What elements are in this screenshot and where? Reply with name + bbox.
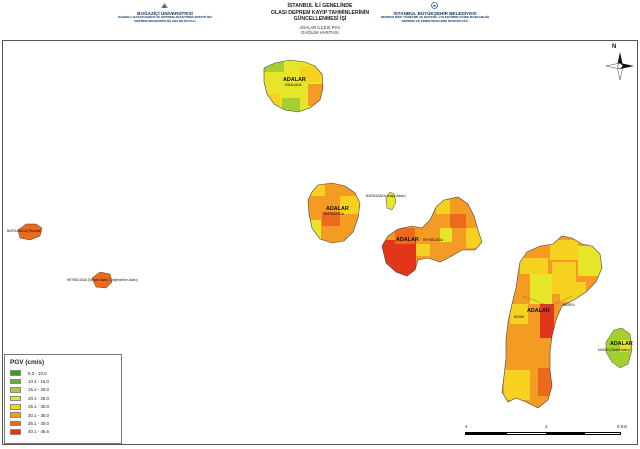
legend-row: 40.1 - 46.6: [10, 428, 116, 436]
scale-bar: 4 2 0 Km: [465, 424, 628, 440]
right-institution: İSTANBUL BÜYÜKŞEHİR BELEDİYESİ DEPREM Rİ…: [370, 11, 500, 23]
heybeliada-label: ADALAR: [396, 237, 419, 243]
scale-segment: [547, 432, 584, 435]
map-header: BOĞAZİÇİ ÜNİVERSİTESİ KANDİLLİ RASATHANE…: [0, 0, 640, 40]
scale-segment: [465, 432, 506, 435]
burgazada-sublabel: BURGAZADA: [324, 212, 344, 216]
heybeliada-sublabel: HEYBELİADA: [423, 238, 444, 242]
legend-row: 35.1 - 40.0: [10, 419, 116, 427]
ibb-logo-icon: [431, 2, 438, 9]
title-line3: GÜNCELLENMESİ İŞİ: [293, 16, 347, 22]
legend-row: 15.1 - 20.0: [10, 386, 116, 394]
legend-label: 10.1 - 15.0: [28, 379, 49, 385]
kasik-label: BURGAZADA (Kaşık Adası): [366, 194, 406, 198]
left-institution: BOĞAZİÇİ ÜNİVERSİTESİ KANDİLLİ RASATHANE…: [110, 11, 220, 23]
scale-label-mid: 2: [545, 424, 548, 429]
right-line3: DEPREM VE ZEMİN İNCELEME MÜDÜRLÜĞÜ: [401, 18, 469, 23]
left-line1: BOĞAZİÇİ ÜNİVERSİTESİ: [137, 11, 193, 16]
left-line3: DEPREM MÜHENDİSLİĞİ ANA BİLİM DALI: [134, 18, 196, 23]
legend-label: 25.1 - 30.0: [28, 404, 49, 410]
legend-swatch: [10, 395, 21, 402]
legend-swatch: [10, 412, 21, 418]
scale-label-left: 4: [465, 424, 468, 429]
legend-label: 15.1 - 20.0: [28, 387, 49, 393]
subtitle-line1: ADALAR İLÇESİ PGV: [299, 24, 341, 30]
tavsan-island: [91, 271, 113, 289]
north-arrow-icon: [605, 52, 634, 81]
tavsan-label: HEYBELİADA (Tavşan Adası / Değirmenler A…: [67, 278, 138, 282]
legend-swatch: [10, 429, 21, 435]
kinaliada-outline: [263, 59, 324, 113]
scale-segment: [584, 432, 621, 435]
legend-swatch: [10, 387, 21, 393]
sedef-island: [605, 327, 633, 369]
pgv-legend: PGV (cm/s) 5.3 - 10.0 10.1 - 15.0 15.1 - 2…: [4, 354, 122, 444]
maden-label: MADEN: [563, 303, 575, 307]
kinaliada-sublabel: KINALIADA: [285, 83, 302, 87]
legend-swatch: [10, 420, 21, 427]
kinaliada-label: ADALAR: [283, 77, 306, 83]
sedef-sublabel: MADEN (Sedef Adası): [598, 348, 630, 352]
sivriada-island: [17, 223, 43, 241]
legend-label: 35.1 - 40.0: [28, 421, 49, 427]
burgazada-label: ADALAR: [326, 206, 349, 212]
kasik-island: [385, 191, 397, 211]
legend-row: 25.1 - 30.0: [10, 403, 116, 411]
buyukada-label: ADALAR: [527, 308, 550, 314]
burgazada-island: [308, 183, 360, 243]
north-label: N: [612, 44, 617, 50]
title-line2: OLASI DEPREM KAYIP TAHMİNLERİNİN: [270, 9, 370, 16]
left-line2: KANDİLLİ RASATHANESİ VE DEPREM ARAŞTIRMA…: [117, 15, 213, 20]
heybeliada-outline: [381, 196, 483, 277]
buyukada-district-boundary: [521, 295, 573, 307]
scale-label-right: 0 Km: [617, 424, 628, 429]
subtitle-line2: DAĞILIM HARİTASI: [301, 29, 339, 35]
legend-swatch: [10, 370, 21, 376]
buyukada-outline: [501, 235, 603, 409]
bogazici-logo-icon: [161, 3, 168, 8]
legend-row: 5.3 - 10.0: [10, 369, 116, 377]
sedef-label: ADALAR: [610, 341, 633, 347]
legend-label: 5.3 - 10.0: [28, 370, 47, 376]
legend-label: 40.1 - 46.6: [28, 429, 49, 435]
legend-label: 20.1 - 25.0: [28, 395, 49, 401]
sivriada-label: BURGAZADA (Sivriada): [7, 229, 42, 233]
title-line1: İSTANBUL İLİ GENELİNDE: [287, 3, 353, 9]
legend-swatch: [10, 404, 21, 410]
right-line2: DEPREM RİSK YÖNETİMİ VE KENTSEL İYİLEŞTİ…: [380, 15, 490, 20]
legend-row: 20.1 - 25.0: [10, 394, 116, 402]
buyukada-sublabel: NİZAM: [514, 315, 524, 319]
burgazada-outline: [307, 182, 361, 244]
legend-swatch: [10, 378, 21, 385]
scale-segment: [506, 432, 547, 435]
legend-row: 10.1 - 15.0: [10, 377, 116, 385]
right-line1: İSTANBUL BÜYÜKŞEHİR BELEDİYESİ: [393, 11, 477, 16]
legend-label: 30.1 - 35.0: [28, 412, 49, 418]
buyukada-island: [502, 236, 602, 408]
legend-row: 30.1 - 35.0: [10, 411, 116, 419]
sedef-cell: [620, 340, 630, 352]
legend-title: PGV (cm/s): [10, 359, 45, 366]
legend-rows: 5.3 - 10.0 10.1 - 15.0 15.1 - 20.0 20.1 - 2…: [10, 369, 116, 436]
map-frame: [2, 40, 638, 445]
map-title-block: İSTANBUL İLİ GENELİNDE OLASI DEPREM KAYI…: [250, 3, 390, 35]
